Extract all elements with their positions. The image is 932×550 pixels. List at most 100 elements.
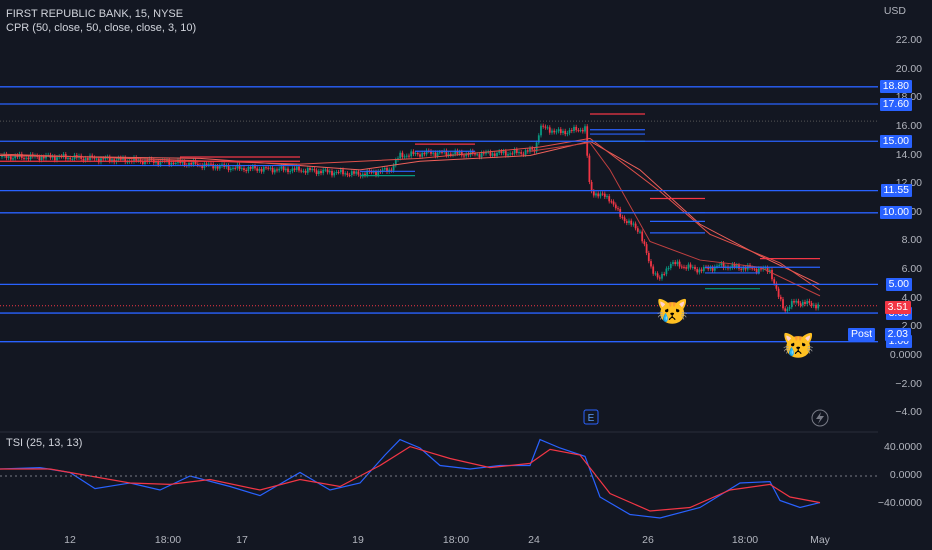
candle-body <box>260 169 263 172</box>
candle-body <box>568 130 571 134</box>
candle-body <box>392 165 395 171</box>
candle-body <box>155 161 157 163</box>
candle-body <box>335 172 338 174</box>
candle-body <box>394 159 397 166</box>
time-axis-label: 12 <box>64 534 76 546</box>
candle-body <box>254 166 256 169</box>
candle-body <box>190 162 193 165</box>
candle-body <box>562 130 564 134</box>
candle-body <box>3 154 6 157</box>
candle-body <box>108 156 111 162</box>
candle-body <box>707 267 710 270</box>
candle-body <box>548 127 551 133</box>
candle-body <box>350 171 353 176</box>
price-axis-label: 6.00 <box>901 263 922 276</box>
candle-body <box>174 162 177 164</box>
candle-body <box>71 158 74 160</box>
candle-body <box>804 301 806 304</box>
candle-body <box>357 171 360 175</box>
tsi-axis-label: −40.0000 <box>877 497 922 509</box>
candle-body <box>529 148 531 152</box>
horizontal-levels[interactable] <box>0 86 878 343</box>
candle-body <box>207 163 210 165</box>
candle-body <box>7 156 10 159</box>
candle-body <box>643 241 646 245</box>
candle-body <box>300 170 303 172</box>
candle-body <box>188 162 190 166</box>
candle-body <box>410 151 413 157</box>
candle-body <box>716 265 718 267</box>
candle-body <box>89 155 91 160</box>
candle-body <box>289 171 292 173</box>
candle-body <box>212 164 215 169</box>
candle-body <box>84 158 87 161</box>
candle-body <box>597 193 600 197</box>
time-axis-label: 26 <box>642 534 654 546</box>
price-axis-label: 0.0000 <box>889 349 922 361</box>
tsi-slow-line <box>0 445 821 512</box>
candle-body <box>652 266 655 274</box>
candle-body <box>579 129 582 131</box>
candle-body <box>744 267 747 270</box>
candle-body <box>779 296 782 300</box>
cpr-lines <box>0 113 821 297</box>
candle-body <box>694 266 696 270</box>
candle-body <box>812 304 815 306</box>
candle-body <box>573 126 575 132</box>
candle-body <box>480 152 483 158</box>
candle-body <box>793 301 795 303</box>
candle-body <box>531 148 534 150</box>
candle-body <box>720 263 723 266</box>
candle-body <box>201 165 204 168</box>
candle-body <box>458 151 461 154</box>
candle-body <box>40 156 43 161</box>
candle-body <box>441 152 443 154</box>
candle-body <box>295 166 298 170</box>
candle-body <box>526 150 529 152</box>
candle-body <box>775 283 778 289</box>
level-price-tag: 5.00 <box>885 277 912 291</box>
candle-body <box>172 162 175 164</box>
candle-body <box>403 156 406 158</box>
candle-body <box>801 301 804 306</box>
candle-body <box>588 155 591 182</box>
candle-body <box>678 261 681 267</box>
candle-body <box>137 159 140 161</box>
time-axis-label: 17 <box>236 534 248 546</box>
candle-body <box>502 151 505 154</box>
candle-body <box>205 163 208 165</box>
candle-body <box>262 167 265 172</box>
tsi-indicator-label[interactable]: TSI (25, 13, 13) <box>6 437 83 449</box>
candle-body <box>291 168 294 172</box>
candle-body <box>768 269 771 272</box>
candle-body <box>414 152 417 154</box>
candle-body <box>509 153 512 155</box>
cpr-indicator-label[interactable]: CPR (50, close, 50, close, close, 3, 10) <box>6 22 197 34</box>
lightning-icon[interactable] <box>811 409 829 427</box>
candle-body <box>56 157 58 161</box>
candle-body <box>97 158 100 163</box>
candle-body <box>771 269 773 280</box>
candle-body <box>419 154 421 157</box>
candle-body <box>753 268 756 270</box>
candle-body <box>687 264 690 269</box>
candle-body <box>100 158 102 163</box>
crying-cat-emoji: 😿 <box>782 330 815 360</box>
candle-body <box>469 150 472 156</box>
symbol-title[interactable]: FIRST REPUBLIC BANK, 15, NYSE <box>6 8 184 20</box>
candle-body <box>555 131 558 133</box>
candle-body <box>478 154 481 158</box>
candle-body <box>249 166 252 169</box>
candle-body <box>722 263 725 269</box>
candle-body <box>683 266 685 268</box>
candle-body <box>557 129 560 132</box>
earnings-icon[interactable]: E <box>583 409 599 425</box>
candle-body <box>117 157 120 160</box>
candle-body <box>306 168 309 173</box>
candle-body <box>265 167 267 169</box>
tsi-pane <box>0 438 821 519</box>
candle-body <box>133 157 135 162</box>
candle-body <box>23 157 25 159</box>
